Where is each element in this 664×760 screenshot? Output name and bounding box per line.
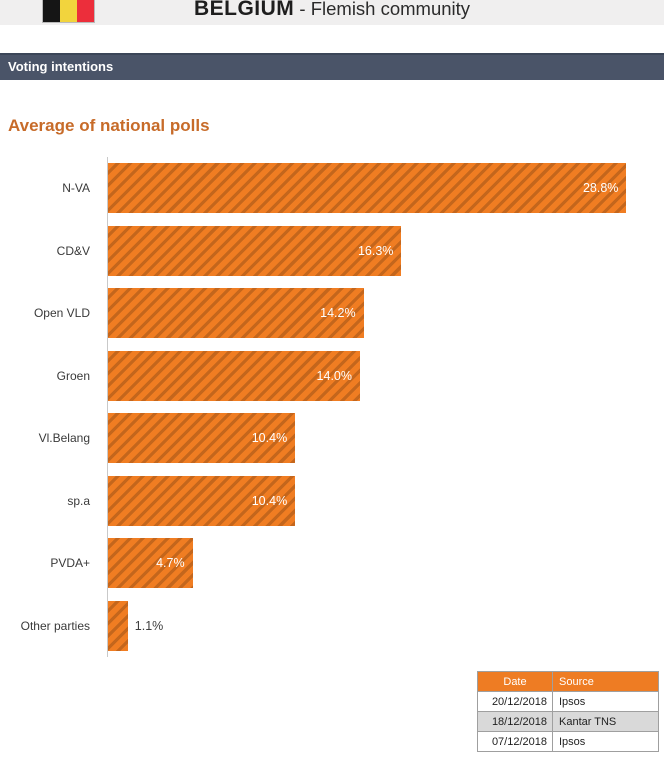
chart-row: N-VA 28.8% [0, 157, 664, 220]
chart-row: Vl.Belang 10.4% [0, 407, 664, 470]
belgium-flag-icon [42, 0, 95, 23]
bar-cd-v: 16.3% [108, 225, 402, 276]
table-body: 20/12/2018 Ipsos 18/12/2018 Kantar TNS 07/12… [477, 691, 659, 752]
bar-value-label: 28.8% [582, 181, 619, 195]
chart-row: PVDA+ 4.7% [0, 532, 664, 595]
page-title: BELGIUM - Flemish community [0, 0, 664, 22]
plot-area: 4.7% [107, 532, 664, 595]
cell-date: 18/12/2018 [477, 711, 553, 732]
bar-value-label: 16.3% [357, 243, 394, 258]
chart-row: sp.a 10.4% [0, 469, 664, 532]
chart-title: Average of national polls [8, 116, 210, 135]
chart-row: Other parties 1.1% [0, 594, 664, 657]
page-subtitle: - Flemish community [294, 0, 471, 19]
plot-area: 14.0% [107, 344, 664, 407]
country-name: BELGIUM [193, 0, 295, 20]
table-header-date: Date [477, 671, 553, 692]
party-label: N-VA [62, 181, 90, 196]
plot-area: 14.2% [107, 282, 664, 345]
header-strip: BELGIUM - Flemish community [0, 0, 664, 25]
party-label: Groen [56, 368, 90, 383]
cell-date: 20/12/2018 [477, 691, 553, 712]
bar-chart: N-VA 28.8% CD&V 16.3% Open VLD 14.2% Groen 14.0… [0, 157, 664, 657]
bar-vl-belang: 10.4% [108, 413, 296, 463]
cell-source: Ipsos [552, 731, 659, 752]
polls-source-table: Date Source 20/12/2018 Ipsos 18/12/2018 Kan… [477, 671, 659, 752]
table-header-row: Date Source [477, 671, 659, 692]
plot-area: 28.8% [107, 157, 664, 220]
chart-row: CD&V 16.3% [0, 219, 664, 282]
chart-row: Groen 14.0% [0, 344, 664, 407]
flag-band-yellow [60, 0, 77, 22]
bar-value-label: 10.4% [251, 493, 288, 508]
party-label: CD&V [56, 243, 90, 258]
bar-open-vld: 14.2% [108, 288, 364, 338]
bar-value-label: 1.1% [134, 618, 164, 633]
table-row: 07/12/2018 Ipsos [477, 731, 659, 752]
party-label: sp.a [67, 493, 90, 508]
bar-other-parties [108, 600, 128, 651]
section-label: Voting intentions [8, 59, 114, 74]
bar-pvda-: 4.7% [108, 538, 193, 588]
cell-source: Kantar TNS [552, 711, 659, 732]
bar-n-va: 28.8% [108, 163, 627, 213]
flag-band-black [43, 0, 60, 22]
plot-area: 10.4% [107, 407, 664, 470]
plot-area: 16.3% [107, 219, 664, 282]
bar-sp-a: 10.4% [108, 475, 296, 526]
cell-source: Ipsos [552, 691, 659, 712]
bar-value-label: 10.4% [251, 431, 288, 445]
table-header-source: Source [552, 671, 659, 692]
bar-groen: 14.0% [108, 350, 360, 401]
flag-band-red [77, 0, 94, 22]
party-label: Open VLD [33, 306, 90, 321]
party-label: PVDA+ [50, 556, 90, 571]
party-label: Vl.Belang [38, 431, 90, 446]
chart-row: Open VLD 14.2% [0, 282, 664, 345]
bar-value-label: 14.2% [320, 306, 356, 320]
table-row: 20/12/2018 Ipsos [477, 691, 659, 712]
bar-value-label: 14.0% [316, 368, 352, 383]
section-header: Voting intentions [0, 53, 664, 80]
table-row: 18/12/2018 Kantar TNS [477, 711, 659, 732]
cell-date: 07/12/2018 [477, 731, 553, 752]
party-label: Other parties [20, 618, 90, 633]
plot-area: 1.1% [107, 594, 664, 657]
bar-value-label: 4.7% [156, 556, 185, 570]
plot-area: 10.4% [107, 469, 664, 532]
